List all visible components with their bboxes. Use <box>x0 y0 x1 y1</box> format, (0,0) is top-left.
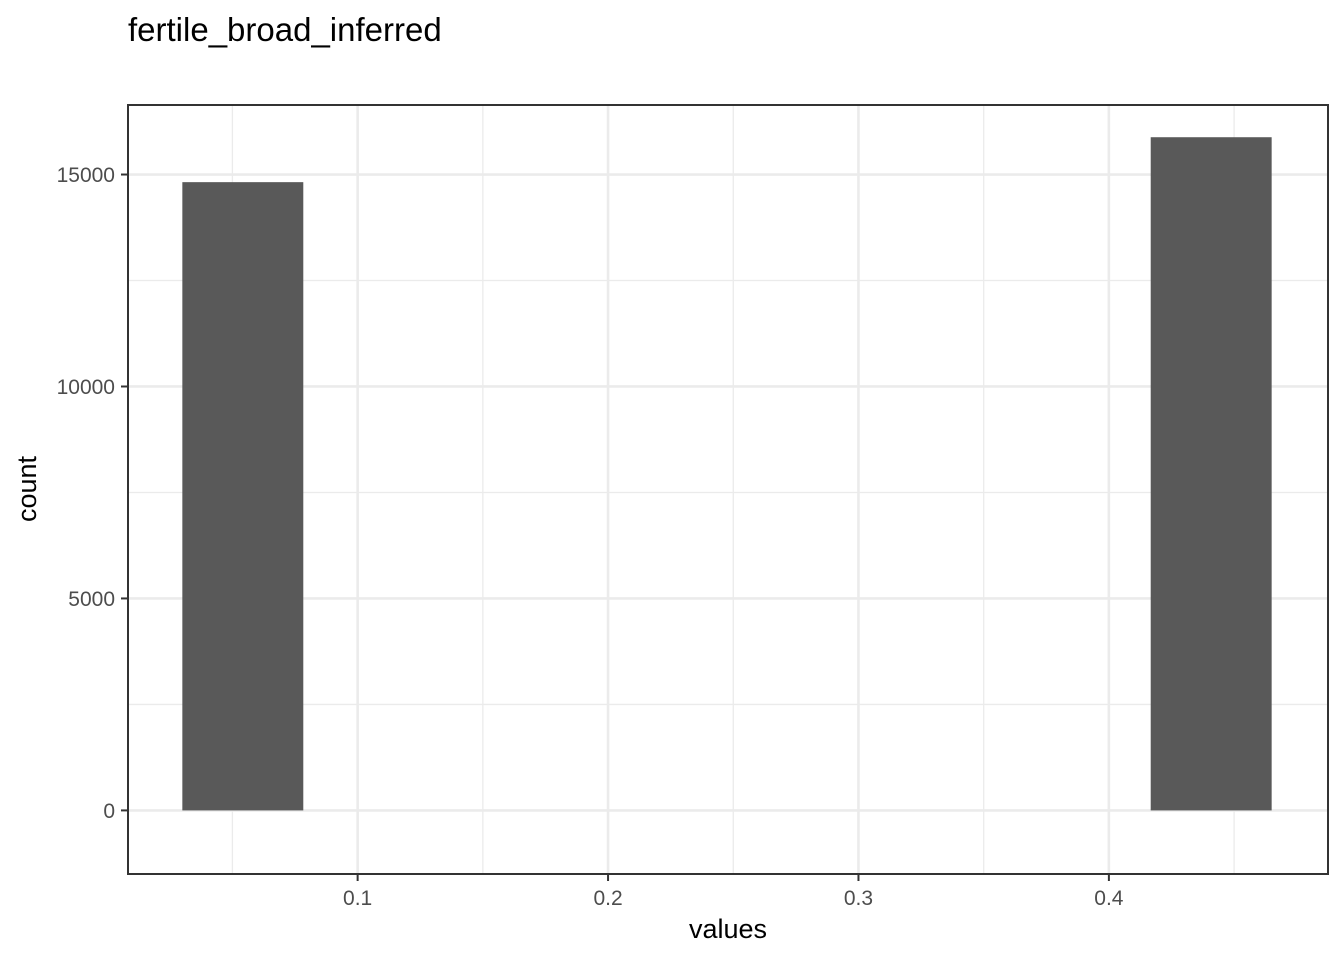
x-tick-label: 0.3 <box>844 887 873 910</box>
plot-panel <box>128 105 1328 874</box>
x-tick-label: 0.2 <box>593 887 622 910</box>
x-tick-label: 0.4 <box>1094 887 1124 910</box>
y-tick-label: 15000 <box>57 164 115 187</box>
major-gridlines <box>128 105 1328 874</box>
x-axis: 0.1 0.2 0.3 0.4 <box>343 874 1124 910</box>
x-tick-label: 0.1 <box>343 887 372 910</box>
y-tick-label: 0 <box>103 800 115 823</box>
x-axis-title: values <box>689 914 767 944</box>
y-axis: 0 5000 10000 15000 <box>57 164 128 823</box>
y-tick-label: 10000 <box>57 376 115 399</box>
histogram-bar <box>1150 137 1272 811</box>
y-axis-title: count <box>12 455 42 522</box>
y-tick-label: 5000 <box>68 588 115 611</box>
chart-title: fertile_broad_inferred <box>128 11 442 48</box>
histogram-bars <box>182 137 1272 811</box>
plot-border <box>127 104 1329 875</box>
histogram-bar <box>182 182 304 811</box>
